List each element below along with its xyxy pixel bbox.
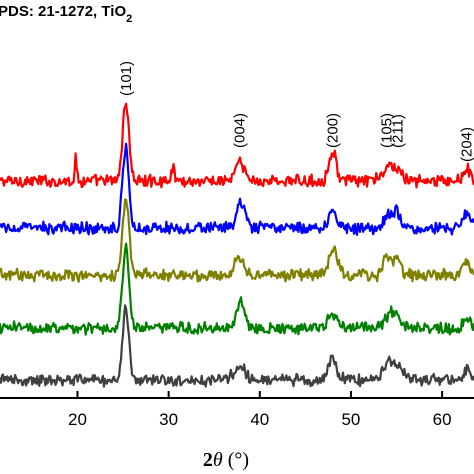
peak-label: (004) xyxy=(232,113,249,148)
series-line-4 xyxy=(0,242,474,336)
x-axis-label-theta: θ xyxy=(213,449,223,471)
header-subscript: 2 xyxy=(126,13,132,25)
peak-label-layer: (101) (004) (200) (105)(211) (204) xyxy=(118,61,474,162)
x-tick-label: 20 xyxy=(68,410,87,429)
peak-label: (200) xyxy=(325,113,342,148)
series-line-2 xyxy=(0,142,474,236)
series-line-5 xyxy=(0,304,474,388)
series-layer xyxy=(0,102,474,388)
peak-label: (211) xyxy=(389,114,406,148)
peak-label: (101) xyxy=(118,61,135,96)
series-line-1 xyxy=(0,102,474,189)
tick-layer: 20 30 40 50 60 xyxy=(68,391,452,429)
x-axis-label-symbol: 2 xyxy=(203,449,213,471)
chart-header: PDS: 21-1272, TiO2 xyxy=(0,3,132,25)
peak-label: (105) xyxy=(378,113,395,148)
x-tick-label: 60 xyxy=(433,410,452,429)
series-line-3 xyxy=(0,198,474,283)
x-tick-label: 30 xyxy=(159,410,178,429)
x-tick-label: 50 xyxy=(341,410,360,429)
peak-label: (204) xyxy=(459,127,474,162)
x-axis-label: 2θ (°) xyxy=(203,449,249,471)
x-tick-label: 40 xyxy=(250,410,269,429)
header-prefix: PDS: 21-1272, TiO xyxy=(0,3,126,20)
x-axis-label-unit: (°) xyxy=(223,449,249,471)
